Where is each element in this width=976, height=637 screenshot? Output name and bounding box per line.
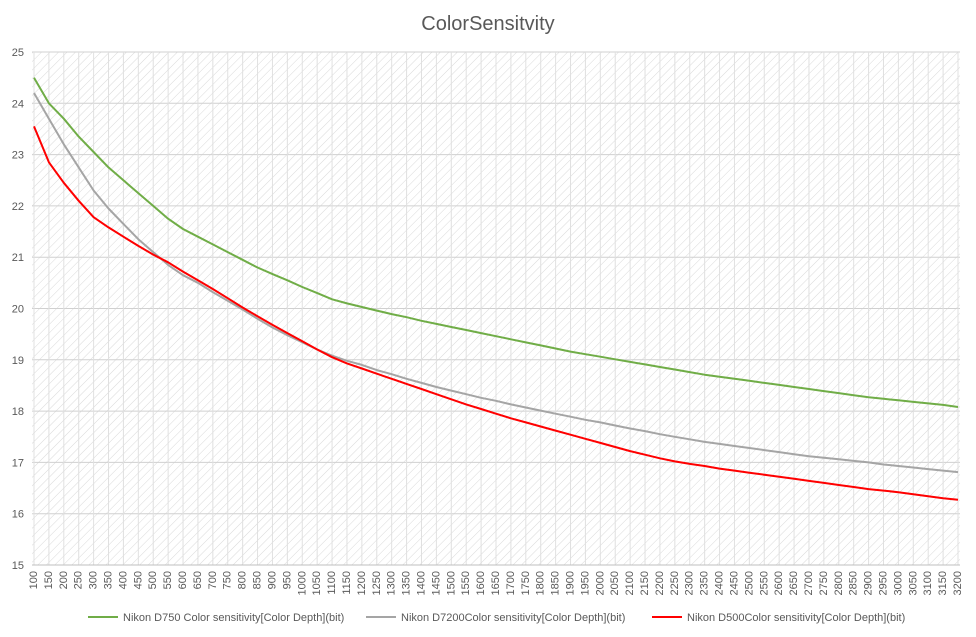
x-tick-label: 1550 [460,571,472,595]
x-tick-label: 2800 [833,571,845,595]
x-tick-label: 800 [237,571,249,589]
x-tick-label: 550 [162,571,174,589]
x-tick-label: 2050 [609,571,621,595]
y-tick-label: 17 [12,457,24,469]
x-tick-label: 1400 [415,571,427,595]
x-tick-label: 300 [88,571,100,589]
x-tick-label: 650 [192,571,204,589]
x-tick-label: 2200 [654,571,666,595]
x-tick-label: 1900 [565,571,577,595]
chart-title: ColorSensitvity [421,13,554,35]
legend-label-2: Nikon D7200Color sensitivity[Color Depth… [401,612,625,624]
x-tick-label: 700 [207,571,219,589]
x-tick-label: 2350 [699,571,711,595]
x-tick-label: 1700 [505,571,517,595]
x-tick-label: 350 [103,571,115,589]
x-tick-label: 1750 [520,571,532,595]
x-tick-label: 200 [58,571,70,589]
x-tick-label: 1350 [401,571,413,595]
x-tick-label: 2850 [848,571,860,595]
x-tick-label: 1150 [341,571,353,595]
x-tick-label: 2550 [758,571,770,595]
series-line-1 [33,77,959,408]
x-tick-label: 1450 [430,571,442,595]
x-tick-label: 3100 [922,571,934,595]
x-tick-label: 2300 [684,571,696,595]
gridlines [32,51,960,566]
x-tick-label: 900 [266,571,278,589]
x-tick-label: 450 [132,571,144,589]
y-tick-label: 19 [12,355,24,367]
x-tick-label: 2650 [788,571,800,595]
y-tick-label: 20 [12,304,24,316]
x-tick-label: 1200 [356,571,368,595]
x-tick-label: 1100 [326,571,338,595]
x-tick-label: 2100 [624,571,636,595]
series-line-2 [33,92,959,474]
y-tick-label: 22 [12,201,24,213]
x-tick-label: 500 [147,571,159,589]
y-tick-label: 21 [12,252,24,264]
x-axis: 100 150 200 250 300 350 400 450 500 550 600 650 700 7… [28,564,964,595]
legend-label-1: Nikon D750 Color sensitivity[Color Depth… [123,612,344,624]
x-tick-label: 1300 [386,571,398,595]
x-tick-label: 2000 [594,571,606,595]
x-tick-label: 1000 [296,571,308,595]
x-tick-label: 600 [177,571,189,589]
x-tick-label: 2950 [877,571,889,595]
y-tick-label: 24 [12,98,24,110]
y-tick-label: 25 [12,47,24,59]
x-tick-label: 3050 [907,571,919,595]
legend: Nikon D750 Color sensitivity[Color Depth… [88,612,905,624]
x-tick-label: 150 [43,571,55,589]
x-tick-label: 2750 [818,571,830,595]
x-tick-label: 1650 [490,571,502,595]
legend-label-3: Nikon D500Color sensitivity[Color Depth]… [687,612,905,624]
x-tick-label: 2450 [728,571,740,595]
x-tick-label: 1600 [475,571,487,595]
x-tick-label: 2150 [639,571,651,595]
x-tick-label: 750 [222,571,234,589]
x-tick-label: 1950 [579,571,591,595]
y-tick-label: 16 [12,509,24,521]
x-tick-label: 2250 [669,571,681,595]
x-tick-label: 950 [281,571,293,589]
x-tick-label: 2700 [803,571,815,595]
x-tick-label: 400 [117,571,129,589]
y-tick-label: 23 [12,150,24,162]
x-tick-label: 3150 [937,571,949,595]
x-tick-label: 1050 [311,571,323,595]
series-lines [33,77,959,501]
x-tick-label: 100 [28,571,40,589]
series-line-3 [33,126,959,501]
y-tick-label: 15 [12,560,24,572]
x-tick-label: 250 [73,571,85,589]
y-tick-label: 18 [12,406,24,418]
x-tick-label: 3000 [892,571,904,595]
x-tick-label: 1250 [371,571,383,595]
x-tick-label: 2400 [714,571,726,595]
x-tick-label: 1850 [550,571,562,595]
x-tick-label: 2900 [863,571,875,595]
x-tick-label: 2600 [773,571,785,595]
x-tick-label: 850 [252,571,264,589]
x-tick-label: 3200 [952,571,964,595]
x-tick-label: 2500 [743,571,755,595]
x-tick-label: 1500 [445,571,457,595]
y-axis: 15 16 17 18 19 20 21 22 23 24 25 [12,47,24,572]
x-tick-label: 1800 [535,571,547,595]
